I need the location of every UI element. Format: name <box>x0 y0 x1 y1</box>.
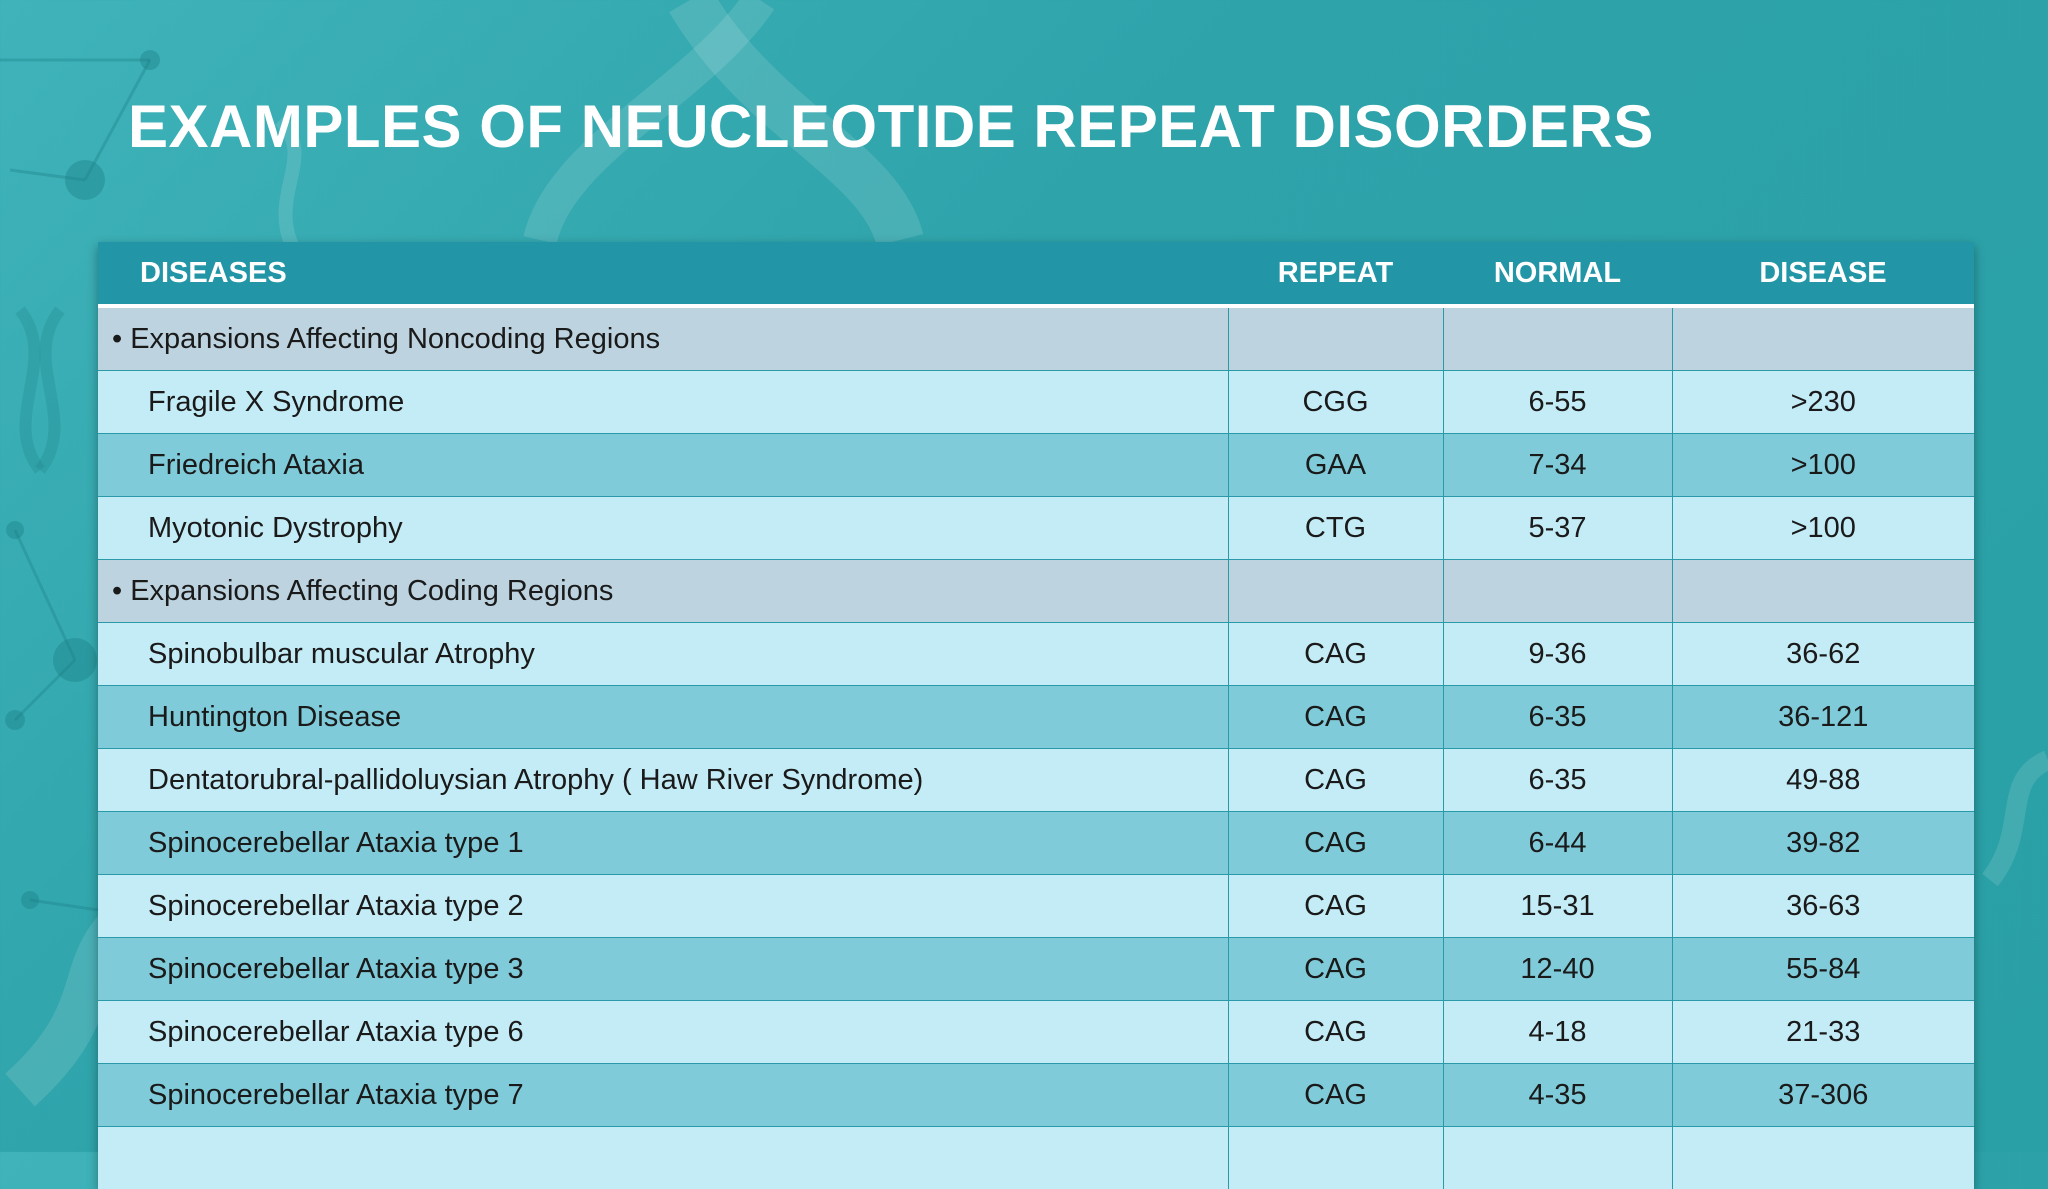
disease-cell: >100 <box>1672 497 1974 560</box>
disease-cell: 36-62 <box>1672 623 1974 686</box>
disease-name: Spinocerebellar Ataxia type 3 <box>98 938 1228 1001</box>
normal-cell: 12-40 <box>1443 938 1672 1001</box>
table-row: Spinocerebellar Ataxia type 1 CAG 6-44 3… <box>98 812 1974 875</box>
header-repeat: REPEAT <box>1228 242 1443 306</box>
table-row: Dentatorubral-pallidoluysian Atrophy ( H… <box>98 749 1974 812</box>
disease-cell: 36-63 <box>1672 875 1974 938</box>
header-disease: DISEASE <box>1672 242 1974 306</box>
disease-cell: >100 <box>1672 434 1974 497</box>
normal-cell: 5-37 <box>1443 497 1672 560</box>
table-row: Spinocerebellar Ataxia type 2 CAG 15-31 … <box>98 875 1974 938</box>
table-row: Myotonic Dystrophy CTG 5-37 >100 <box>98 497 1974 560</box>
table-header-row: DISEASES REPEAT NORMAL DISEASE <box>98 242 1974 306</box>
empty-cell <box>1443 306 1672 371</box>
repeat-cell: CAG <box>1228 1001 1443 1064</box>
repeat-cell: CAG <box>1228 623 1443 686</box>
disease-cell: 36-121 <box>1672 686 1974 749</box>
disease-cell: 39-82 <box>1672 812 1974 875</box>
repeat-disorders-table: DISEASES REPEAT NORMAL DISEASE • Expansi… <box>98 242 1974 1189</box>
normal-cell: 9-36 <box>1443 623 1672 686</box>
header-normal: NORMAL <box>1443 242 1672 306</box>
disease-cell: 37-306 <box>1672 1064 1974 1127</box>
repeat-cell: CAG <box>1228 938 1443 1001</box>
normal-cell: 6-35 <box>1443 749 1672 812</box>
disease-name: Dentatorubral-pallidoluysian Atrophy ( H… <box>98 749 1228 812</box>
repeat-cell: GAA <box>1228 434 1443 497</box>
table-row: Spinocerebellar Ataxia type 7 CAG 4-35 3… <box>98 1064 1974 1127</box>
repeat-cell: CGG <box>1228 371 1443 434</box>
disease-name: Myotonic Dystrophy <box>98 497 1228 560</box>
table-row: Spinocerebellar Ataxia type 3 CAG 12-40 … <box>98 938 1974 1001</box>
repeat-cell: CAG <box>1228 1064 1443 1127</box>
normal-cell: 6-55 <box>1443 371 1672 434</box>
normal-cell: 4-35 <box>1443 1064 1672 1127</box>
repeat-cell: CTG <box>1228 497 1443 560</box>
repeat-cell: CAG <box>1228 875 1443 938</box>
normal-cell <box>1443 1127 1672 1189</box>
normal-cell: 15-31 <box>1443 875 1672 938</box>
table-row: Huntington Disease CAG 6-35 36-121 <box>98 686 1974 749</box>
disease-name: Spinocerebellar Ataxia type 1 <box>98 812 1228 875</box>
disease-name: Spinocerebellar Ataxia type 2 <box>98 875 1228 938</box>
table-row: Spinobulbar muscular Atrophy CAG 9-36 36… <box>98 623 1974 686</box>
repeat-cell: CAG <box>1228 812 1443 875</box>
group-row-coding: • Expansions Affecting Coding Regions <box>98 560 1974 623</box>
repeat-cell: CAG <box>1228 686 1443 749</box>
empty-cell <box>1228 306 1443 371</box>
group-row-noncoding: • Expansions Affecting Noncoding Regions <box>98 306 1974 371</box>
group-label: • Expansions Affecting Coding Regions <box>98 560 1228 623</box>
table-row: Friedreich Ataxia GAA 7-34 >100 <box>98 434 1974 497</box>
group-label: • Expansions Affecting Noncoding Regions <box>98 306 1228 371</box>
normal-cell: 6-44 <box>1443 812 1672 875</box>
empty-cell <box>1228 560 1443 623</box>
disease-name: Friedreich Ataxia <box>98 434 1228 497</box>
normal-cell: 4-18 <box>1443 1001 1672 1064</box>
header-diseases: DISEASES <box>98 242 1228 306</box>
disease-name: Spinobulbar muscular Atrophy <box>98 623 1228 686</box>
disease-cell: 55-84 <box>1672 938 1974 1001</box>
repeat-cell <box>1228 1127 1443 1189</box>
disorders-table: DISEASES REPEAT NORMAL DISEASE • Expansi… <box>98 242 1974 1189</box>
empty-cell <box>1672 560 1974 623</box>
table-row: Fragile X Syndrome CGG 6-55 >230 <box>98 371 1974 434</box>
disease-name <box>98 1127 1228 1189</box>
disease-cell: >230 <box>1672 371 1974 434</box>
normal-cell: 6-35 <box>1443 686 1672 749</box>
normal-cell: 7-34 <box>1443 434 1672 497</box>
table-row <box>98 1127 1974 1189</box>
slide-title: EXAMPLES OF NEUCLEOTIDE REPEAT DISORDERS <box>128 92 1654 161</box>
empty-cell <box>1443 560 1672 623</box>
disease-name: Spinocerebellar Ataxia type 6 <box>98 1001 1228 1064</box>
empty-cell <box>1672 306 1974 371</box>
disease-name: Spinocerebellar Ataxia type 7 <box>98 1064 1228 1127</box>
repeat-cell: CAG <box>1228 749 1443 812</box>
disease-cell: 21-33 <box>1672 1001 1974 1064</box>
disease-name: Fragile X Syndrome <box>98 371 1228 434</box>
disease-cell: 49-88 <box>1672 749 1974 812</box>
disease-name: Huntington Disease <box>98 686 1228 749</box>
table-row: Spinocerebellar Ataxia type 6 CAG 4-18 2… <box>98 1001 1974 1064</box>
disease-cell <box>1672 1127 1974 1189</box>
